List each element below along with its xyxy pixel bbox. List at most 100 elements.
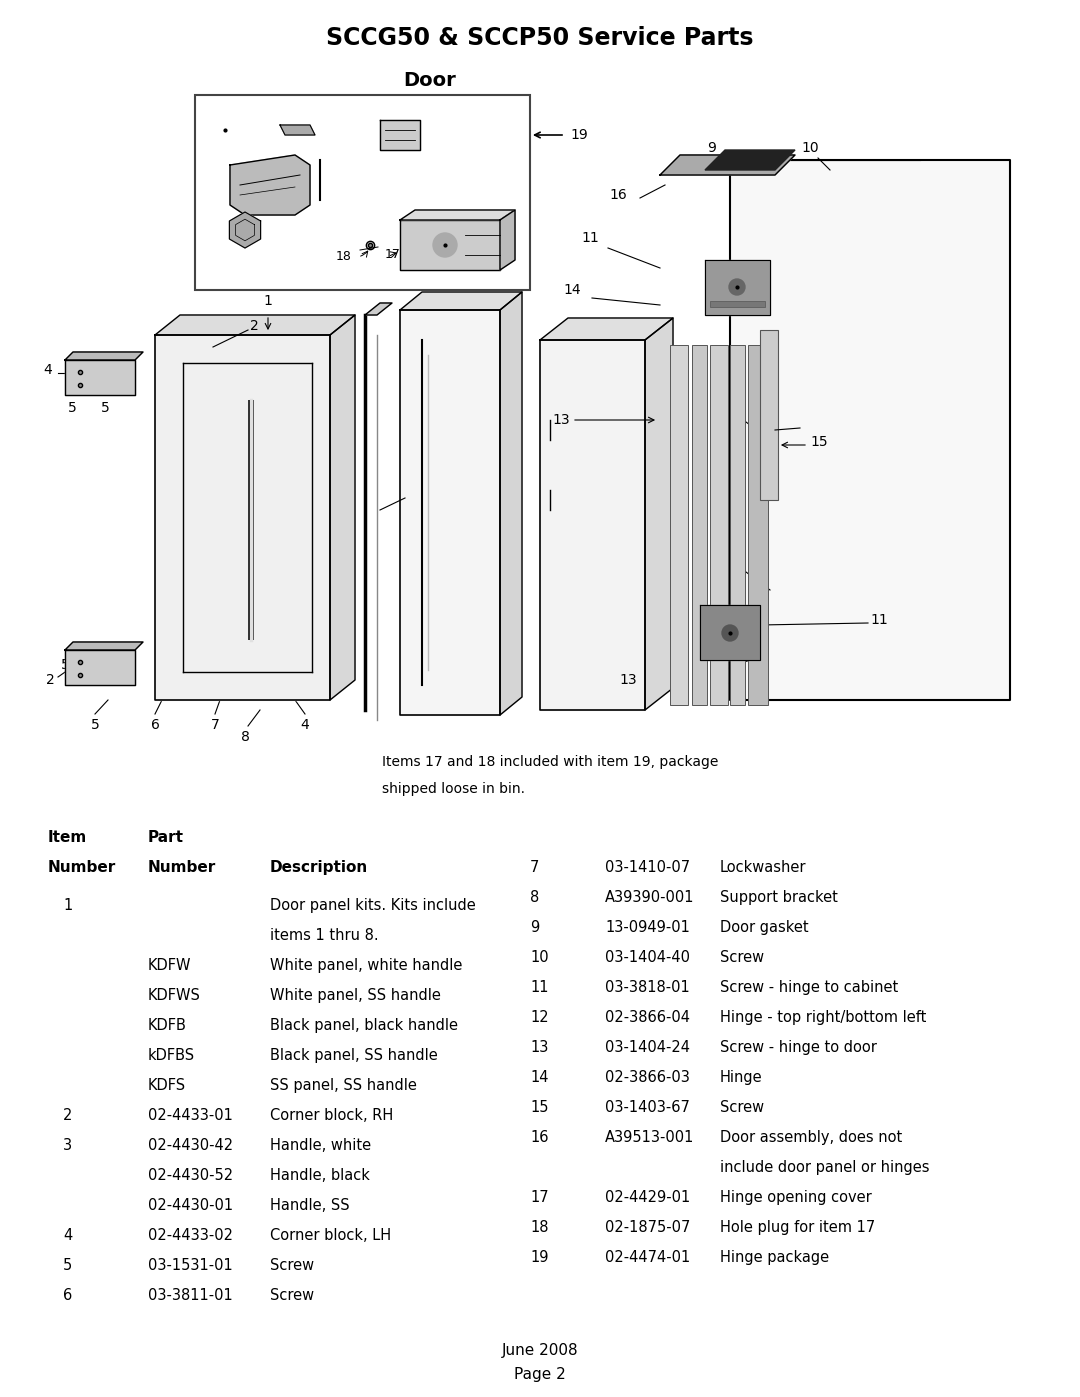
- Text: 03-1410-07: 03-1410-07: [605, 861, 690, 875]
- Text: Handle, SS: Handle, SS: [270, 1199, 350, 1213]
- Text: include door panel or hinges: include door panel or hinges: [720, 1160, 930, 1175]
- Polygon shape: [400, 310, 500, 715]
- Text: 19: 19: [530, 1250, 549, 1266]
- Polygon shape: [65, 643, 143, 650]
- Text: 16: 16: [530, 1130, 549, 1146]
- Polygon shape: [660, 155, 795, 175]
- Text: 03-1403-67: 03-1403-67: [605, 1099, 690, 1115]
- Polygon shape: [705, 149, 795, 170]
- Text: A39513-001: A39513-001: [605, 1130, 694, 1146]
- Text: Door assembly, does not: Door assembly, does not: [720, 1130, 902, 1146]
- Polygon shape: [540, 319, 673, 339]
- Text: Screw: Screw: [720, 950, 765, 965]
- Text: Item: Item: [48, 830, 87, 845]
- Text: Screw: Screw: [270, 1259, 314, 1273]
- Text: Black panel, SS handle: Black panel, SS handle: [270, 1048, 437, 1063]
- Text: 9: 9: [707, 141, 716, 155]
- Circle shape: [729, 279, 745, 295]
- Polygon shape: [156, 335, 330, 700]
- Polygon shape: [229, 212, 260, 249]
- Text: 11: 11: [581, 231, 599, 244]
- Text: 02-4474-01: 02-4474-01: [605, 1250, 690, 1266]
- Text: 13: 13: [530, 1039, 549, 1055]
- Text: KDFWS: KDFWS: [148, 988, 201, 1003]
- Text: A39390-001: A39390-001: [605, 890, 694, 905]
- Text: 4: 4: [43, 363, 52, 377]
- Text: 03-1404-40: 03-1404-40: [605, 950, 690, 965]
- Text: KDFS: KDFS: [148, 1078, 186, 1092]
- Polygon shape: [500, 210, 515, 270]
- Text: 2: 2: [63, 1108, 72, 1123]
- Text: 02-4433-01: 02-4433-01: [148, 1108, 233, 1123]
- Polygon shape: [705, 260, 770, 314]
- Text: SS panel, SS handle: SS panel, SS handle: [270, 1078, 417, 1092]
- Polygon shape: [645, 319, 673, 710]
- Text: Items 17 and 18 included with item 19, package: Items 17 and 18 included with item 19, p…: [382, 754, 718, 768]
- Text: 02-4429-01: 02-4429-01: [605, 1190, 690, 1206]
- Polygon shape: [500, 292, 522, 715]
- Polygon shape: [540, 339, 645, 710]
- Text: 11: 11: [870, 613, 888, 627]
- Text: 5: 5: [68, 401, 77, 415]
- Text: 10: 10: [530, 950, 549, 965]
- Text: Part: Part: [148, 830, 184, 845]
- Text: 6: 6: [150, 718, 160, 732]
- Text: 18: 18: [336, 250, 352, 264]
- Text: 02-4430-01: 02-4430-01: [148, 1199, 233, 1213]
- Polygon shape: [65, 352, 143, 360]
- Text: 7: 7: [211, 718, 219, 732]
- Text: Hinge opening cover: Hinge opening cover: [720, 1190, 872, 1206]
- Text: Screw - hinge to cabinet: Screw - hinge to cabinet: [720, 981, 899, 995]
- Text: 1: 1: [63, 898, 72, 914]
- Polygon shape: [65, 650, 135, 685]
- Polygon shape: [330, 314, 355, 700]
- Text: Description: Description: [270, 861, 368, 875]
- Text: 12: 12: [530, 1010, 549, 1025]
- Text: Door: Door: [404, 70, 457, 89]
- Text: Corner block, RH: Corner block, RH: [270, 1108, 393, 1123]
- Text: White panel, white handle: White panel, white handle: [270, 958, 462, 972]
- Text: Handle, white: Handle, white: [270, 1139, 372, 1153]
- Bar: [760, 330, 778, 500]
- Text: 1: 1: [264, 293, 272, 307]
- Text: Screw - hinge to door: Screw - hinge to door: [720, 1039, 877, 1055]
- Text: 15: 15: [530, 1099, 549, 1115]
- Text: 3: 3: [408, 488, 417, 502]
- Bar: [710, 345, 728, 705]
- Text: 13-0949-01: 13-0949-01: [605, 921, 690, 935]
- Text: 8: 8: [241, 731, 249, 745]
- Text: 10: 10: [801, 141, 819, 155]
- Text: 03-1404-24: 03-1404-24: [605, 1039, 690, 1055]
- Text: 3: 3: [63, 1139, 72, 1153]
- Text: Door gasket: Door gasket: [720, 921, 809, 935]
- Text: Number: Number: [148, 861, 216, 875]
- Bar: [748, 345, 768, 705]
- Text: 18: 18: [530, 1220, 549, 1235]
- Text: shipped loose in bin.: shipped loose in bin.: [382, 782, 525, 796]
- Text: Page 2: Page 2: [514, 1368, 566, 1383]
- Text: Number: Number: [48, 861, 117, 875]
- Polygon shape: [230, 155, 310, 215]
- Bar: [195, 95, 530, 291]
- Text: 6: 6: [63, 1288, 72, 1303]
- Polygon shape: [65, 360, 135, 395]
- Bar: [730, 345, 745, 705]
- Polygon shape: [156, 314, 355, 335]
- Text: 2: 2: [249, 319, 259, 332]
- Text: Hole plug for item 17: Hole plug for item 17: [720, 1220, 875, 1235]
- Text: 03-3811-01: 03-3811-01: [148, 1288, 233, 1303]
- Text: Hinge: Hinge: [720, 1070, 762, 1085]
- Text: 11: 11: [530, 981, 549, 995]
- Text: 4: 4: [300, 718, 309, 732]
- Text: 02-1875-07: 02-1875-07: [605, 1220, 690, 1235]
- Text: 02-4430-42: 02-4430-42: [148, 1139, 233, 1153]
- Polygon shape: [400, 219, 500, 270]
- Text: 02-3866-04: 02-3866-04: [605, 1010, 690, 1025]
- Text: KDFW: KDFW: [148, 958, 191, 972]
- Polygon shape: [365, 303, 392, 314]
- Circle shape: [433, 233, 457, 257]
- Text: White panel, SS handle: White panel, SS handle: [270, 988, 441, 1003]
- Text: 19: 19: [570, 129, 588, 142]
- Text: KDFB: KDFB: [148, 1018, 187, 1032]
- Polygon shape: [400, 210, 515, 219]
